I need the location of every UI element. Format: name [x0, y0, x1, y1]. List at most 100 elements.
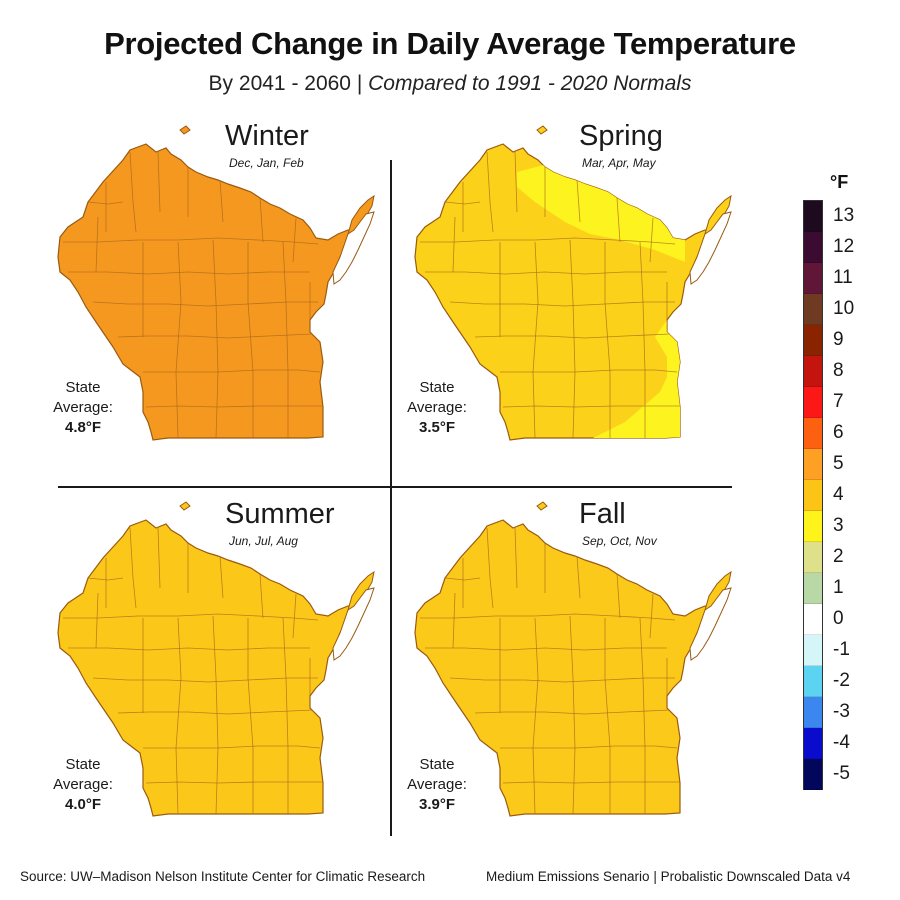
summer-average-value: 4.0°F	[64, 796, 101, 813]
northern-warm-zone	[517, 162, 685, 262]
winter-average-label: State Average:	[53, 379, 113, 416]
legend-label: 13	[833, 205, 855, 226]
county-border	[92, 301, 318, 307]
county-border	[157, 151, 161, 213]
winter-title: Winter	[225, 120, 309, 152]
southeast-warm-zone	[585, 320, 683, 440]
county-border	[95, 592, 99, 649]
county-border	[63, 613, 319, 621]
winter-panel	[48, 122, 378, 452]
county-border	[129, 151, 137, 233]
spring-average-label: State Average:	[407, 379, 467, 416]
county-border	[649, 593, 654, 639]
summer-months: Jun, Jul, Aug	[229, 534, 298, 548]
county-border	[129, 527, 137, 609]
county-border	[514, 151, 518, 213]
county-border	[143, 745, 321, 749]
county-border	[425, 647, 667, 651]
spring-state-map	[414, 125, 732, 441]
county-border	[639, 241, 646, 438]
legend-label: -3	[833, 701, 850, 722]
state-shape	[57, 143, 354, 441]
county-border	[486, 527, 494, 609]
legend-swatch	[804, 356, 822, 387]
fall-average-value: 3.9°F	[418, 796, 455, 813]
green-bay-water	[689, 211, 732, 285]
summer-panel	[48, 498, 378, 828]
legend-color-scale	[803, 200, 823, 790]
vertical-divider	[390, 160, 392, 836]
winter-state-map	[57, 125, 375, 441]
county-border	[87, 577, 124, 581]
county-border	[576, 179, 581, 223]
legend-swatch	[804, 542, 822, 573]
county-border	[259, 573, 264, 619]
island-shape	[179, 501, 191, 511]
legend-label: 0	[833, 608, 844, 629]
county-border	[639, 617, 646, 814]
county-border	[63, 237, 319, 245]
state-shape	[57, 519, 354, 817]
summer-title: Summer	[225, 498, 335, 530]
green-bay-water	[332, 211, 375, 285]
county-border	[212, 239, 219, 439]
legend-swatch	[804, 511, 822, 542]
legend-label: 11	[833, 267, 853, 288]
fall-state-map	[414, 501, 732, 817]
county-border	[604, 242, 611, 438]
legend-label: 12	[833, 236, 855, 257]
spring-state-average: State Average: 3.5°F	[392, 378, 482, 438]
county-border	[452, 216, 456, 273]
legend-label: 1	[833, 577, 844, 598]
county-border	[500, 369, 678, 373]
legend-swatch	[804, 294, 822, 325]
county-border	[444, 577, 481, 581]
county-border	[532, 617, 539, 815]
county-border	[569, 615, 576, 815]
summer-state-map	[57, 501, 375, 817]
legend-label: -1	[833, 639, 850, 660]
island-shape	[179, 125, 191, 135]
legend-swatch	[804, 325, 822, 356]
fall-panel	[405, 498, 735, 828]
legend-label: -4	[833, 732, 850, 753]
county-border	[68, 271, 310, 275]
county-border	[95, 216, 99, 273]
legend-swatch	[804, 480, 822, 511]
island-shape	[536, 501, 548, 511]
spring-panel	[405, 122, 735, 452]
county-border	[569, 239, 576, 439]
county-border	[175, 241, 182, 439]
legend-labels: 13 12 11 10 9 8 7 6 5 4 3 2 1 0 -1 -2 -3 -4 -5	[833, 200, 854, 789]
winter-average-value: 4.8°F	[64, 419, 101, 436]
legend-label: 7	[833, 391, 844, 412]
county-border	[425, 271, 667, 275]
legend-swatch	[804, 201, 822, 232]
county-border	[143, 369, 321, 373]
county-border	[292, 217, 297, 263]
legend-label: 3	[833, 515, 844, 536]
county-border	[486, 151, 494, 233]
legend-swatch	[804, 666, 822, 697]
legend-label: -2	[833, 670, 850, 691]
summer-average-label: State Average:	[53, 756, 113, 793]
county-border	[449, 301, 675, 307]
county-border	[87, 201, 124, 205]
legend-swatch	[804, 635, 822, 666]
county-border	[449, 677, 675, 683]
county-border	[502, 781, 680, 784]
county-border	[420, 237, 676, 245]
county-border	[175, 617, 182, 815]
county-border	[282, 617, 289, 814]
county-border	[212, 615, 219, 815]
fall-average-label: State Average:	[407, 756, 467, 793]
legend-swatch	[804, 759, 822, 790]
county-border	[649, 217, 654, 263]
winter-state-average: State Average: 4.8°F	[38, 378, 128, 438]
legend-swatch	[804, 573, 822, 604]
legend-label: 6	[833, 422, 844, 443]
spring-months: Mar, Apr, May	[582, 156, 656, 170]
legend-swatch	[804, 418, 822, 449]
county-border	[604, 618, 611, 814]
county-border	[219, 555, 224, 599]
